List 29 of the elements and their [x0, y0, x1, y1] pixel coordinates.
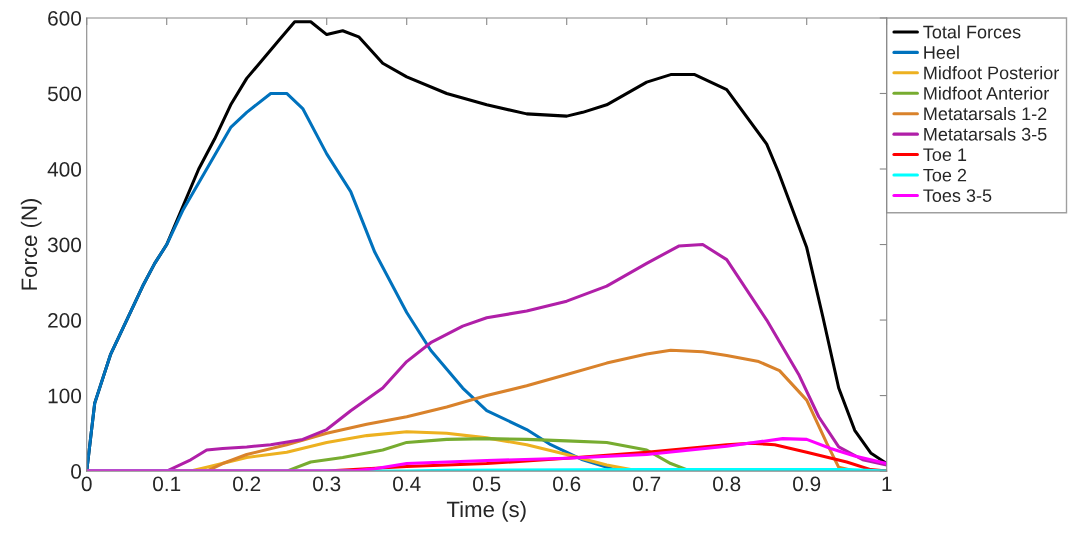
- x-axis-title: Time (s): [446, 500, 526, 522]
- legend-label: Total Forces: [923, 25, 1021, 39]
- legend-label: Toes 3-5: [923, 189, 992, 202]
- legend-label: Metatarsals 1-2: [924, 106, 1047, 121]
- y-tick-label: 0: [71, 464, 82, 479]
- y-tick-label: 300: [47, 237, 82, 253]
- x-tick-label: 0.3: [313, 476, 341, 492]
- legend-label: Metatarsals 3-5: [924, 127, 1047, 141]
- x-tick-label: 0: [81, 476, 92, 492]
- y-tick-label: 500: [47, 86, 82, 102]
- x-tick-label: 0.5: [473, 476, 501, 492]
- y-tick-label: 600: [48, 10, 82, 26]
- y-axis-title: Force (N): [20, 198, 42, 290]
- x-tick-label: 1: [882, 476, 892, 492]
- x-tick-label: 0.8: [713, 476, 741, 492]
- x-tick-label: 0.2: [233, 476, 261, 492]
- x-tick-label: 0.7: [633, 476, 661, 492]
- x-tick-label: 0.9: [793, 476, 821, 492]
- legend-label: Midfoot Posterior: [924, 66, 1059, 80]
- legend-label: Toe 2: [923, 168, 967, 182]
- legend-label: Toe 1: [923, 148, 967, 162]
- legend-label: Heel: [924, 45, 959, 59]
- y-tick-label: 400: [47, 162, 82, 177]
- y-tick-label: 100: [48, 388, 82, 404]
- x-tick-label: 0.6: [553, 476, 581, 492]
- x-tick-label: 0.4: [393, 476, 421, 492]
- x-tick-label: 0.1: [153, 476, 181, 492]
- legend-label: Midfoot Anterior: [924, 86, 1049, 100]
- y-tick-label: 200: [48, 313, 82, 328]
